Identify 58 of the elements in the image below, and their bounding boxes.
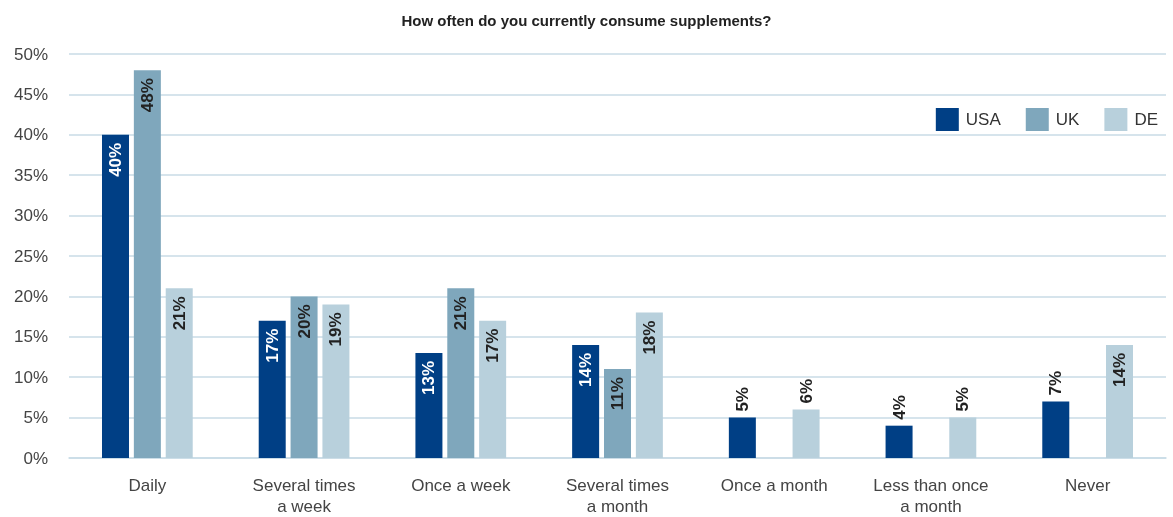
data-label: 40% — [106, 142, 125, 177]
x-tick-label: Several times a month — [566, 476, 669, 516]
data-label: 5% — [953, 387, 973, 412]
x-tick-label: Several times a week — [252, 476, 356, 516]
data-label: 14% — [576, 352, 596, 387]
bar — [322, 304, 350, 458]
bar — [165, 288, 193, 458]
legend-label: USA — [965, 110, 1002, 129]
bar — [447, 288, 475, 458]
bar — [479, 320, 507, 458]
data-label: 48% — [137, 78, 157, 113]
bar — [635, 312, 663, 458]
bar — [1106, 344, 1133, 458]
y-tick-label: 10% — [13, 367, 48, 387]
data-label: 17% — [483, 328, 503, 363]
y-tick-label: 20% — [13, 286, 48, 306]
bar — [604, 369, 631, 458]
data-label: 7% — [1046, 370, 1066, 396]
data-label: 19% — [326, 312, 346, 347]
y-tick-label: 40% — [13, 125, 48, 145]
bar — [728, 417, 756, 458]
bar — [415, 352, 443, 458]
y-tick-label: 45% — [13, 84, 48, 104]
data-label: 6% — [796, 378, 816, 404]
data-label: 17% — [262, 328, 282, 363]
x-tick-label: Daily — [128, 476, 167, 495]
data-label: 20% — [294, 304, 314, 339]
data-label: 18% — [639, 320, 659, 355]
data-label: 5% — [732, 387, 752, 412]
data-label: 11% — [608, 377, 627, 411]
legend-label: DE — [1134, 110, 1159, 129]
data-label: 4% — [889, 395, 909, 420]
y-tick-label: 15% — [13, 327, 48, 347]
bar — [572, 344, 600, 458]
y-tick-label: 25% — [13, 246, 48, 266]
bar — [290, 296, 318, 458]
data-label: 13% — [419, 360, 439, 395]
bar — [1042, 401, 1070, 458]
bar — [949, 417, 977, 458]
y-tick-label: 35% — [13, 165, 48, 185]
x-tick-label: Less than once a month — [873, 476, 989, 516]
bar — [792, 409, 820, 458]
bar — [885, 425, 913, 458]
y-tick-label: 5% — [23, 408, 48, 428]
y-tick-label: 0% — [23, 448, 48, 468]
data-label: 21% — [451, 296, 471, 331]
bar — [133, 70, 161, 458]
bar — [102, 134, 129, 458]
data-label: 21% — [169, 296, 189, 331]
x-tick-label: Never — [1064, 476, 1111, 495]
bar — [258, 320, 286, 458]
x-tick-label: Once a week — [411, 476, 511, 495]
y-tick-label: 30% — [13, 206, 48, 226]
chart-title: How often do you currently consume supplements? — [401, 12, 772, 29]
y-tick-label: 50% — [13, 44, 48, 64]
x-tick-label: Once a month — [720, 476, 828, 495]
data-label: 14% — [1110, 352, 1129, 387]
legend-label: UK — [1055, 110, 1081, 129]
